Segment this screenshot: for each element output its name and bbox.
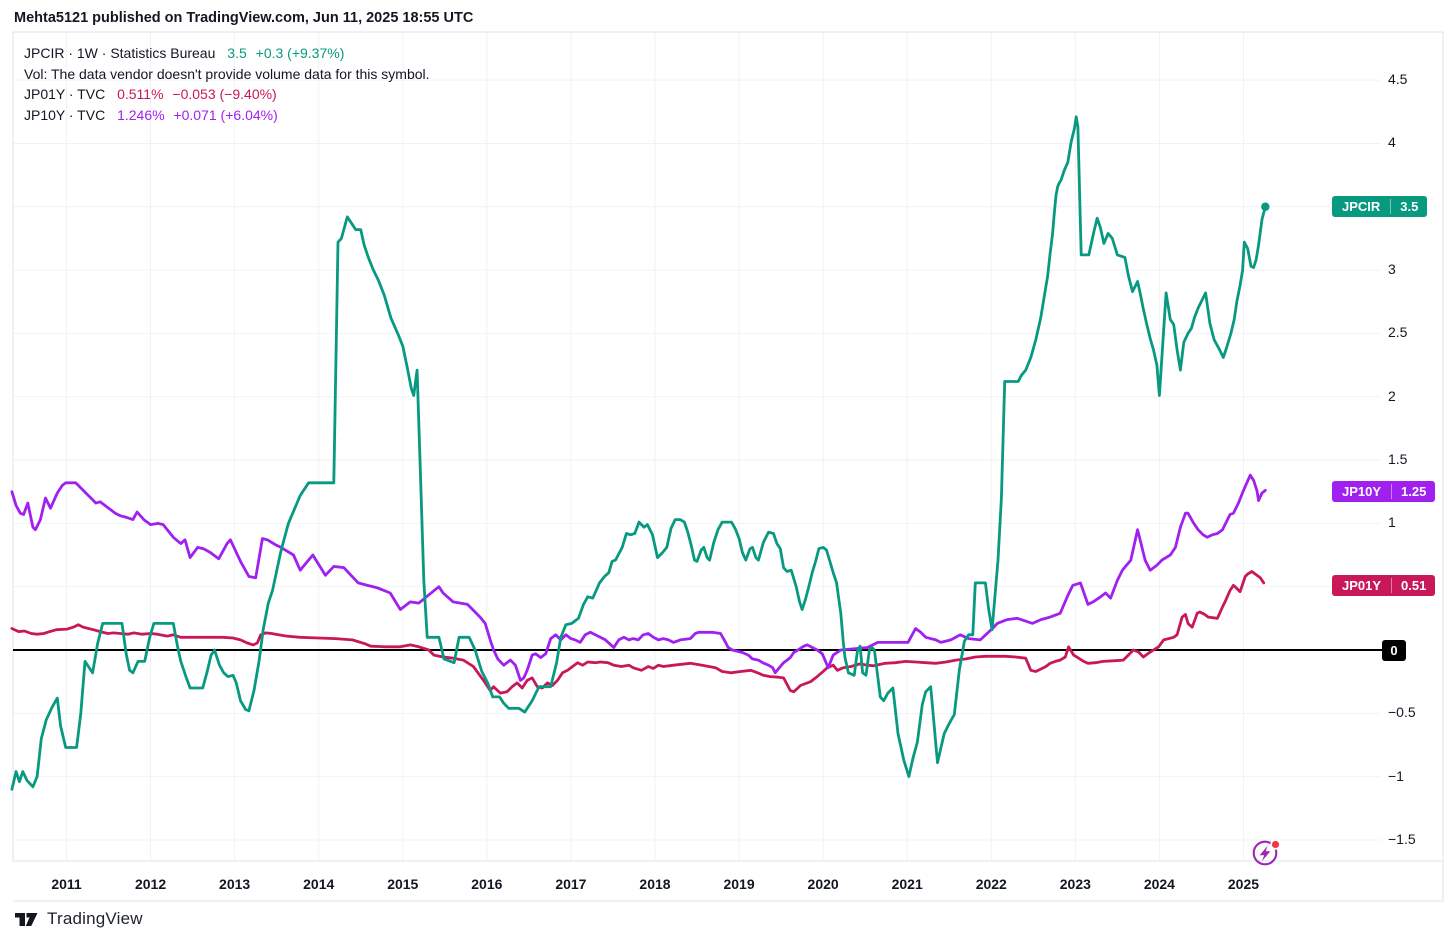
year-label-2015: 2015 <box>387 876 419 892</box>
price-badge-jp10y: JP10Y 1.25 <box>1332 481 1436 503</box>
badge-value: 0.51 <box>1391 577 1435 593</box>
price-label--0.5: −0.5 <box>1388 704 1416 721</box>
year-label-2012: 2012 <box>134 876 167 892</box>
price-label-1: 1 <box>1388 514 1396 531</box>
flash-icon[interactable] <box>1250 838 1280 868</box>
badge-symbol: JP01Y <box>1342 577 1382 593</box>
year-label-2014: 2014 <box>303 876 335 892</box>
legend-jp10y-change: +0.071 (+6.04%) <box>173 106 278 123</box>
series-line-jpcir <box>10 115 1267 791</box>
badge-value: 3.5 <box>1390 199 1427 215</box>
year-label-2023: 2023 <box>1059 876 1091 892</box>
series-line-jp01y <box>10 570 1266 695</box>
price-badge-jpcir: JPCIR 3.5 <box>1332 196 1428 218</box>
series-endpoint-jpcir <box>1261 202 1270 211</box>
year-label-2016: 2016 <box>471 876 503 892</box>
legend-jpcir-value: 3.5 <box>227 45 247 61</box>
year-label-2017: 2017 <box>555 876 587 892</box>
year-label-2025: 2025 <box>1227 876 1260 892</box>
price-label-4: 4 <box>1388 134 1396 151</box>
series-line-jp10y <box>10 473 1267 682</box>
legend-jp10y-title: JP10Y · TVC <box>24 106 106 123</box>
year-label-2013: 2013 <box>219 876 251 892</box>
tradingview-logo-icon[interactable] <box>14 909 39 929</box>
legend-jp10y-value: 1.246% <box>117 106 165 123</box>
year-label-2021: 2021 <box>891 876 923 892</box>
attribution-text: Mehta5121 published on TradingView.com, … <box>14 10 474 26</box>
year-label-2024: 2024 <box>1143 876 1175 892</box>
price-label--1: −1 <box>1388 767 1404 784</box>
year-label-2020: 2020 <box>807 876 839 892</box>
year-label-2011: 2011 <box>51 876 82 892</box>
price-label-4.5: 4.5 <box>1388 71 1408 88</box>
legend-jp01y-value: 0.511% <box>117 86 164 102</box>
price-label--1.5: −1.5 <box>1388 830 1416 847</box>
price-label-2: 2 <box>1388 387 1396 404</box>
price-label-2.5: 2.5 <box>1388 324 1408 341</box>
chart-legend: JPCIR · 1W · Statistics Bureau 3.5 +0.3 … <box>24 43 430 125</box>
legend-jp01y-title: JP01Y · TVC <box>24 86 106 102</box>
legend-jpcir-change: +0.3 (+9.37%) <box>255 45 345 61</box>
legend-row-jp10y[interactable]: JP10Y · TVC 1.246% +0.071 (+6.04%) <box>24 105 430 126</box>
price-badge-jp01y: JP01Y 0.51 <box>1332 574 1436 596</box>
zero-price-badge: 0 <box>1382 640 1406 661</box>
year-label-2019: 2019 <box>723 876 755 892</box>
legend-row-jp01y[interactable]: JP01Y · TVC 0.511% −0.053 (−9.40%) <box>24 84 430 105</box>
legend-jpcir-title: JPCIR · 1W · Statistics Bureau <box>24 45 216 61</box>
footer: TradingView <box>14 909 143 929</box>
volume-message: Vol: The data vendor doesn't provide vol… <box>24 65 430 82</box>
price-label-1.5: 1.5 <box>1388 451 1408 468</box>
year-label-2022: 2022 <box>975 876 1007 892</box>
badge-symbol: JPCIR <box>1342 199 1381 215</box>
legend-row-jpcir[interactable]: JPCIR · 1W · Statistics Bureau 3.5 +0.3 … <box>24 43 430 64</box>
badge-symbol: JP10Y <box>1342 484 1382 500</box>
legend-jp01y-change: −0.053 (−9.40%) <box>172 86 277 102</box>
tradingview-brand-text[interactable]: TradingView <box>47 909 143 928</box>
legend-row-volume: Vol: The data vendor doesn't provide vol… <box>24 64 430 85</box>
badge-value: 1.25 <box>1391 484 1435 500</box>
price-label-3: 3 <box>1388 261 1396 278</box>
year-label-2018: 2018 <box>639 876 671 892</box>
